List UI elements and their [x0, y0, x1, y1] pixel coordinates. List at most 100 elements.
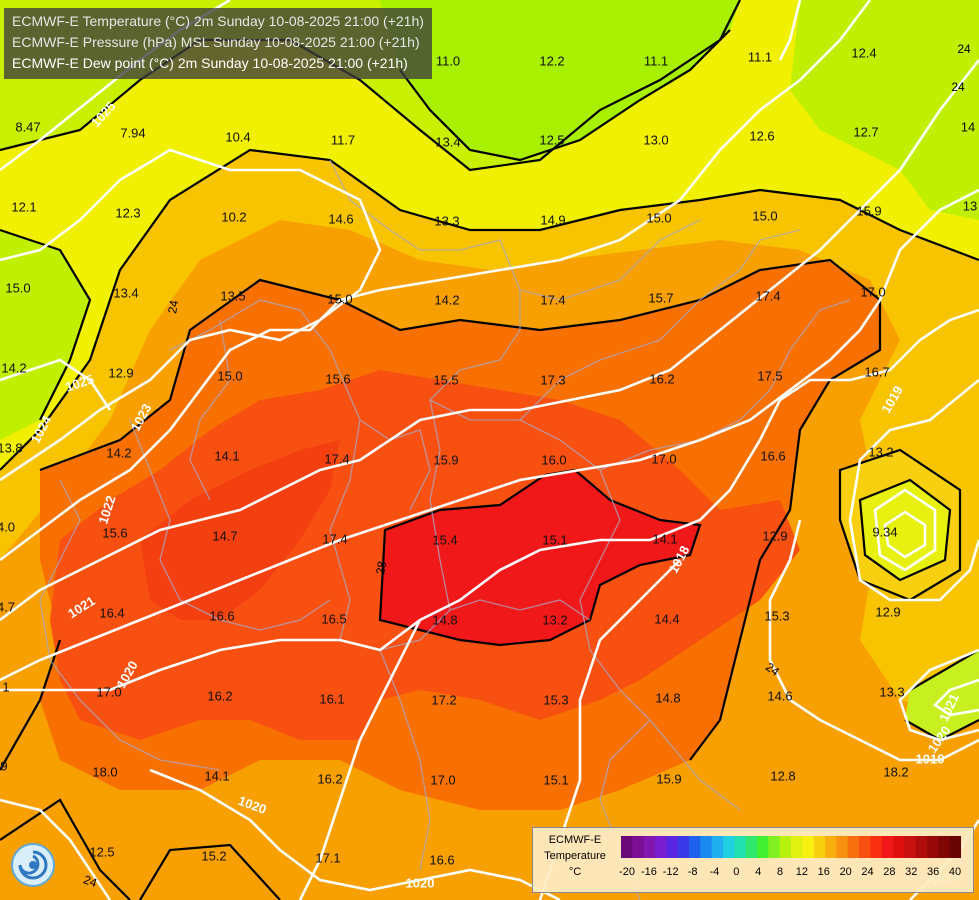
dewpoint-label: 12.9 — [875, 604, 900, 619]
dewpoint-label: 11.1 — [644, 53, 668, 68]
legend-swatch — [643, 836, 656, 858]
dewpoint-label: 13.8 — [0, 440, 23, 455]
dewpoint-label: 13.4 — [113, 285, 138, 300]
title-pressure[interactable]: ECMWF-E Pressure (hPa) MSL Sunday 10-08-… — [12, 34, 420, 50]
dewpoint-label: 14.1 — [204, 768, 229, 783]
isobar-1020-southwest — [0, 798, 112, 900]
legend-tick-label: 24 — [861, 866, 874, 878]
dewpoint-label: 14.6 — [328, 211, 353, 226]
legend-swatch — [847, 836, 860, 858]
dewpoint-label: 15.1 — [542, 532, 567, 547]
dewpoint-label: 14.8 — [432, 612, 457, 627]
temp-contour-southwest — [0, 798, 281, 900]
legend-tick-label: -20 — [619, 866, 635, 878]
temp-contour-20 — [0, 148, 979, 471]
temperature-contour-label: 24 — [951, 80, 965, 94]
dewpoint-label: 14.9 — [540, 212, 565, 227]
legend-swatch — [621, 836, 633, 858]
legend-swatch — [802, 836, 815, 858]
legend-tick-label: 12 — [795, 866, 809, 878]
legend-tick-label: 20 — [839, 866, 852, 878]
temp-field-green-north — [380, 0, 740, 160]
legend-swatch — [757, 836, 769, 858]
dewpoint-label: 18.2 — [883, 764, 908, 779]
dewpoint-label: 4.0 — [0, 519, 15, 534]
temp-contour-16 — [0, 0, 741, 172]
dewpoint-label: 14.4 — [654, 611, 679, 626]
legend-tick-label: 0 — [733, 866, 740, 878]
legend-swatch — [836, 836, 849, 858]
dewpoint-label: 14 — [961, 119, 975, 134]
legend-swatch — [689, 836, 701, 858]
dewpoint-label: 15.0 — [646, 210, 671, 225]
title-temperature[interactable]: ECMWF-E Temperature (°C) 2m Sunday 10-08… — [12, 13, 424, 29]
dewpoint-label: 13.0 — [643, 132, 668, 147]
temp-contour-28 — [378, 468, 702, 647]
border-line — [599, 299, 851, 471]
dewpoint-label: 14.2 — [434, 292, 459, 307]
dewpoint-label: 16.2 — [649, 371, 674, 386]
dewpoint-label: 16.0 — [541, 452, 566, 467]
dewpoint-label: 17.5 — [757, 368, 782, 383]
dewpoint-label: 15.9 — [656, 771, 681, 786]
title-dewpoint[interactable]: ECMWF-E Dew point (°C) 2m Sunday 10-08-2… — [12, 55, 408, 71]
legend-swatch — [893, 836, 905, 858]
isobar-1024 — [0, 148, 382, 482]
dewpoint-label: 14.7 — [212, 528, 237, 543]
dewpoint-label: 4.7 — [0, 599, 15, 614]
dewpoint-label: 12.5 — [89, 844, 114, 859]
legend-ticks: -20 -16 -12 -8 -4 0 4 8 12 16 20 24 28 32 36 40 — [619, 866, 961, 882]
dewpoint-label: 11.1 — [748, 49, 772, 64]
dewpoint-label: 17.4 — [324, 451, 349, 466]
dewpoint-label: 15.0 — [217, 368, 242, 383]
isobar-1021-southeast — [932, 678, 979, 717]
isobar-1022 — [0, 59, 979, 622]
dewpoint-label: 10.4 — [225, 129, 250, 144]
legend-tick-label: 36 — [926, 866, 940, 878]
dewpoint-label: 12.3 — [115, 205, 140, 220]
border-line — [359, 419, 431, 511]
legend-tick-label: 40 — [948, 866, 962, 878]
dewpoint-label: 16.4 — [99, 605, 124, 620]
legend-swatch — [666, 836, 679, 858]
legend-tick-label: 28 — [883, 866, 896, 878]
dewpoint-label: 15.2 — [201, 848, 226, 863]
isobar-label: 1020 — [406, 875, 435, 890]
dewpoint-label: 17.4 — [322, 531, 347, 546]
dewpoint-labels: 11.0 12.2 11.1 11.1 12.4 8.47 7.94 10.4 11.7 13.4… — [0, 45, 977, 867]
borders — [39, 159, 851, 900]
legend-swatch — [859, 836, 871, 858]
temperature-contour-label: 24 — [957, 42, 971, 56]
temp-contour-east — [838, 448, 962, 602]
dewpoint-label: 12.5 — [539, 132, 564, 147]
dewpoint-label: 16.7 — [864, 364, 889, 379]
dewpoint-label: 13.5 — [220, 288, 245, 303]
dewpoint-label: 17.0 — [860, 284, 885, 299]
dewpoint-label: 17.0 — [651, 451, 676, 466]
dewpoint-label: 12.8 — [770, 768, 795, 783]
legend-tick-label: 16 — [817, 866, 830, 878]
temp-contour-12 — [399, 29, 731, 162]
legend-tick-label: -12 — [662, 866, 679, 878]
dewpoint-label: 7.94 — [120, 125, 145, 140]
dewpoint-label: 1 — [2, 679, 9, 694]
dewpoint-label: 8.47 — [15, 119, 40, 134]
legend-variable: Temperature — [544, 850, 606, 862]
dewpoint-label: 11.0 — [436, 53, 460, 68]
legend-tick-label: 4 — [755, 866, 762, 878]
dewpoint-label: 17.3 — [540, 372, 565, 387]
temp-contour-24-south — [0, 639, 62, 771]
legend-swatch — [723, 836, 735, 858]
legend-swatch — [779, 836, 792, 858]
legend-swatch — [904, 836, 917, 858]
border-line — [189, 319, 231, 501]
temperature-contour-label: 28 — [373, 560, 389, 576]
dewpoint-label: 15.3 — [543, 692, 568, 707]
dewpoint-label: 13.3 — [434, 213, 459, 228]
isobar-1019-east — [848, 378, 979, 602]
border-line — [449, 599, 591, 621]
dewpoint-label: 17.2 — [431, 692, 456, 707]
dewpoint-label: 16.6 — [209, 608, 234, 623]
legend-tick-label: -16 — [640, 866, 657, 878]
dewpoint-label: 14.1 — [214, 448, 239, 463]
